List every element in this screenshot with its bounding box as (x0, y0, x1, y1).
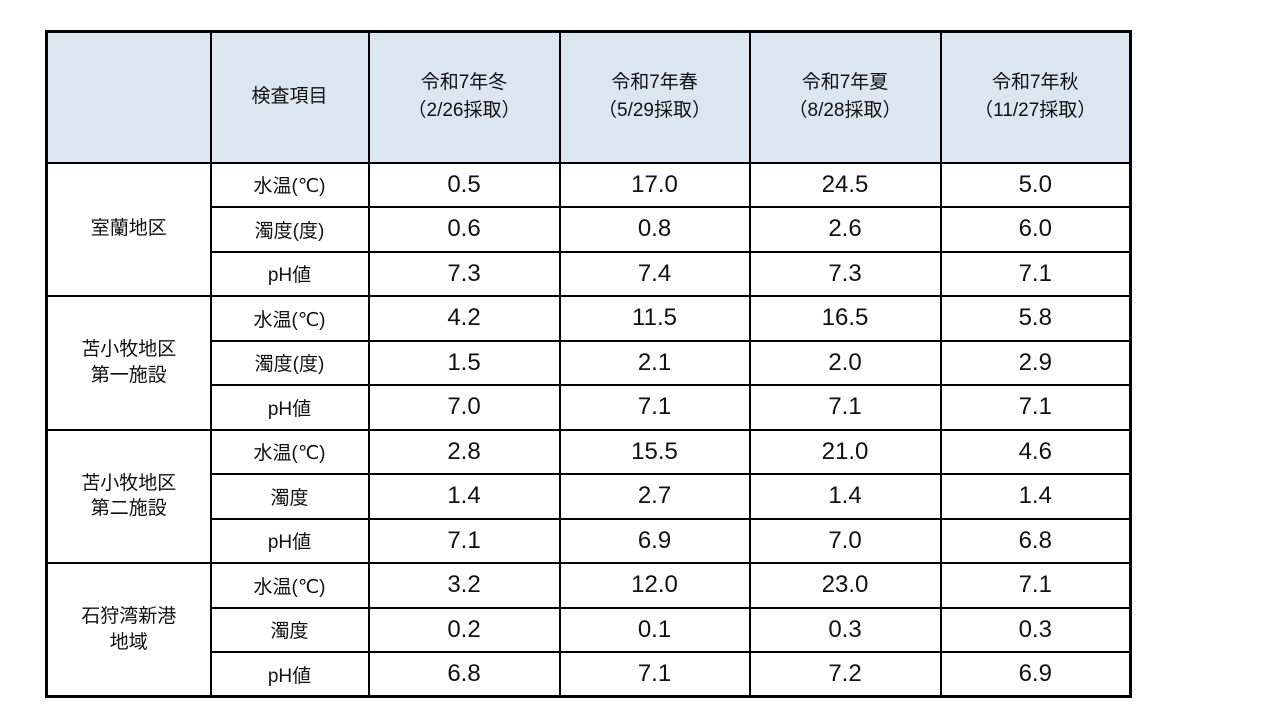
value-cell: 6.0 (939, 206, 1132, 253)
corner-cell (45, 30, 212, 164)
value-cell: 5.8 (939, 295, 1132, 342)
value-cell: 0.3 (939, 606, 1132, 653)
value-cell: 21.0 (748, 428, 942, 475)
value-cell: 7.3 (367, 250, 561, 297)
value-cell: 4.2 (367, 295, 561, 342)
table-row: 濁度 0.2 0.1 0.3 0.3 (47, 606, 1132, 653)
item-label: pH値 (209, 517, 370, 564)
item-label: 濁度(度) (209, 206, 370, 253)
value-cell: 7.0 (748, 517, 942, 564)
value-cell: 0.1 (558, 606, 751, 653)
value-cell: 11.5 (558, 295, 751, 342)
item-label: 濁度 (209, 606, 370, 653)
item-label: 水温(℃) (209, 161, 370, 208)
value-cell: 7.1 (558, 384, 751, 431)
item-label: 水温(℃) (209, 428, 370, 475)
value-cell: 0.8 (558, 206, 751, 253)
value-cell: 23.0 (748, 562, 942, 609)
item-label: 水温(℃) (209, 295, 370, 342)
value-cell: 4.6 (939, 428, 1132, 475)
value-cell: 7.1 (939, 250, 1132, 297)
value-cell: 0.5 (367, 161, 561, 208)
value-cell: 1.4 (939, 473, 1132, 520)
value-cell: 16.5 (748, 295, 942, 342)
table-row: 濁度(度) 1.5 2.1 2.0 2.9 (47, 339, 1132, 386)
item-label: 濁度(度) (209, 339, 370, 386)
value-cell: 7.3 (748, 250, 942, 297)
value-cell: 6.8 (939, 517, 1132, 564)
value-cell: 7.1 (558, 651, 751, 698)
water-quality-table: 検査項目 令和7年冬 （2/26採取） 令和7年春 （5/29採取） 令和7年夏… (45, 30, 1132, 698)
item-label: pH値 (209, 384, 370, 431)
value-cell: 0.6 (367, 206, 561, 253)
value-cell: 24.5 (748, 161, 942, 208)
col-header-autumn: 令和7年秋 （11/27採取） (939, 30, 1132, 164)
value-cell: 0.2 (367, 606, 561, 653)
table-row: pH値 7.3 7.4 7.3 7.1 (47, 250, 1132, 297)
value-cell: 6.8 (367, 651, 561, 698)
region-cell-muroran: 室蘭地区 (45, 161, 212, 297)
value-cell: 7.1 (939, 562, 1132, 609)
col-header-spring: 令和7年春 （5/29採取） (558, 30, 751, 164)
value-cell: 15.5 (558, 428, 751, 475)
value-cell: 7.2 (748, 651, 942, 698)
header-row: 検査項目 令和7年冬 （2/26採取） 令和7年春 （5/29採取） 令和7年夏… (45, 30, 1132, 164)
value-cell: 1.4 (367, 473, 561, 520)
value-cell: 1.4 (748, 473, 942, 520)
table-row: 濁度(度) 0.6 0.8 2.6 6.0 (47, 206, 1132, 253)
table-row: 室蘭地区 水温(℃) 0.5 17.0 24.5 5.0 (45, 161, 1132, 297)
value-cell: 17.0 (558, 161, 751, 208)
value-cell: 0.3 (748, 606, 942, 653)
value-cell: 1.5 (367, 339, 561, 386)
region-cell-tomakomai-1: 苫小牧地区 第一施設 (45, 295, 212, 431)
value-cell: 5.0 (939, 161, 1132, 208)
table-row: 石狩湾新港 地域 水温(℃) 3.2 12.0 23.0 7.1 (45, 562, 1132, 698)
table-row: 苫小牧地区 第二施設 水温(℃) 2.8 15.5 21.0 4.6 (45, 428, 1132, 564)
region-cell-tomakomai-2: 苫小牧地区 第二施設 (45, 428, 212, 564)
value-cell: 12.0 (558, 562, 751, 609)
value-cell: 7.1 (748, 384, 942, 431)
table-row: pH値 6.8 7.1 7.2 6.9 (47, 651, 1132, 698)
table-row: 濁度 1.4 2.7 1.4 1.4 (47, 473, 1132, 520)
table-row: pH値 7.0 7.1 7.1 7.1 (47, 384, 1132, 431)
value-cell: 7.1 (367, 517, 561, 564)
value-cell: 6.9 (558, 517, 751, 564)
region-cell-ishikari: 石狩湾新港 地域 (45, 562, 212, 698)
value-cell: 2.8 (367, 428, 561, 475)
value-cell: 2.7 (558, 473, 751, 520)
item-label: 濁度 (209, 473, 370, 520)
value-cell: 7.0 (367, 384, 561, 431)
col-header-summer: 令和7年夏 （8/28採取） (748, 30, 942, 164)
col-header-inspection-item: 検査項目 (209, 30, 370, 164)
value-cell: 6.9 (939, 651, 1132, 698)
item-label: pH値 (209, 250, 370, 297)
col-header-winter: 令和7年冬 （2/26採取） (367, 30, 561, 164)
value-cell: 3.2 (367, 562, 561, 609)
value-cell: 2.6 (748, 206, 942, 253)
value-cell: 2.9 (939, 339, 1132, 386)
value-cell: 7.1 (939, 384, 1132, 431)
value-cell: 7.4 (558, 250, 751, 297)
table-row: 苫小牧地区 第一施設 水温(℃) 4.2 11.5 16.5 5.8 (45, 295, 1132, 431)
item-label: pH値 (209, 651, 370, 698)
value-cell: 2.0 (748, 339, 942, 386)
item-label: 水温(℃) (209, 562, 370, 609)
value-cell: 2.1 (558, 339, 751, 386)
table-row: pH値 7.1 6.9 7.0 6.8 (47, 517, 1132, 564)
